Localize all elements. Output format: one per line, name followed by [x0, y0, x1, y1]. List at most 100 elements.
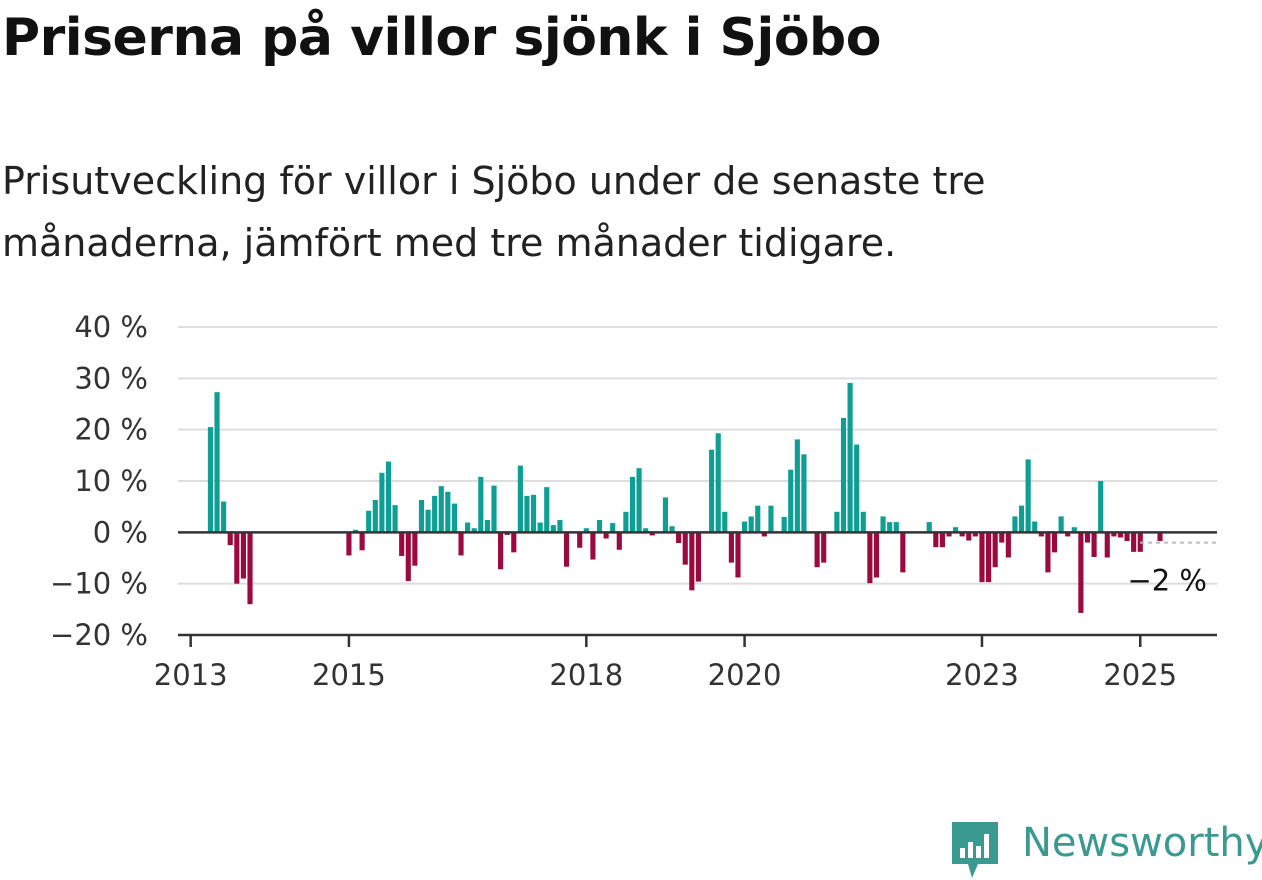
last-value-label: −2 %	[1127, 564, 1207, 598]
bar	[1005, 532, 1011, 558]
bar	[517, 465, 523, 533]
bar	[1098, 481, 1104, 533]
bar	[221, 501, 227, 533]
bar	[366, 510, 372, 533]
bar	[643, 528, 649, 533]
bar	[715, 433, 721, 533]
bar	[1071, 527, 1077, 533]
bar	[986, 532, 992, 583]
x-tick-label: 2020	[708, 658, 782, 692]
x-tick-label: 2015	[312, 658, 386, 692]
y-axis-labels: −20 % −10 % 0 % 10 % 20 % 30 % 40 %	[50, 310, 148, 652]
bar	[873, 532, 880, 578]
bar	[616, 532, 622, 550]
bar	[438, 486, 444, 533]
bar	[610, 523, 616, 533]
bar	[1045, 532, 1051, 573]
bar	[1157, 532, 1163, 542]
bar	[359, 532, 365, 551]
bar	[979, 532, 985, 583]
x-axis: 2013 2015 2018 2020 2023 2025	[154, 531, 1217, 692]
bar	[1078, 532, 1084, 613]
bar	[992, 532, 998, 568]
bar	[636, 468, 642, 533]
bar	[379, 472, 385, 533]
bar	[207, 427, 214, 533]
bar	[689, 532, 695, 591]
bar	[933, 532, 939, 548]
bar	[465, 522, 471, 533]
bar	[972, 532, 978, 537]
bar	[676, 532, 682, 544]
y-tick-label: 40 %	[74, 310, 148, 344]
bar	[1091, 532, 1097, 557]
bar	[498, 532, 504, 570]
bar	[939, 532, 945, 548]
bar	[1104, 532, 1110, 558]
bar	[722, 511, 728, 533]
bar	[1065, 532, 1071, 537]
bar	[412, 532, 418, 566]
bar	[557, 520, 563, 533]
bar	[748, 516, 754, 533]
bar	[399, 532, 405, 556]
bar	[445, 491, 451, 533]
bar	[649, 532, 655, 536]
bar	[662, 497, 669, 533]
bar	[432, 495, 438, 533]
bar	[946, 532, 952, 537]
bar	[504, 532, 510, 535]
bar	[227, 532, 233, 546]
bar	[1131, 532, 1137, 552]
bar	[491, 485, 497, 533]
bar	[768, 505, 774, 533]
bar	[1051, 532, 1058, 553]
bars	[207, 382, 1163, 613]
y-tick-label: −10 %	[50, 567, 148, 601]
bar	[814, 532, 820, 568]
bar	[603, 532, 609, 539]
bar	[563, 532, 570, 567]
bar	[214, 392, 220, 533]
bar	[1117, 532, 1124, 538]
bar	[761, 532, 767, 537]
bar	[893, 522, 899, 533]
bar-chart-speech-bubble-icon	[952, 822, 998, 878]
bar	[880, 516, 886, 533]
bar	[695, 532, 701, 582]
bar	[240, 532, 246, 579]
bar	[524, 495, 530, 533]
bar	[728, 532, 734, 563]
bar	[1032, 521, 1038, 533]
bar	[794, 439, 800, 533]
bar	[801, 454, 807, 533]
bar	[966, 532, 972, 541]
bar	[385, 461, 392, 533]
bar	[709, 449, 715, 533]
bar	[821, 532, 827, 563]
bar	[425, 509, 431, 533]
bar	[887, 522, 893, 533]
brand-name: Newsworthy	[1022, 820, 1262, 866]
x-tick-label: 2018	[549, 658, 623, 692]
annotations: −2 %	[1127, 541, 1217, 598]
page-title: Priserna på villor sjönk i Sjöbo	[2, 8, 882, 68]
bar	[346, 532, 352, 556]
bar	[755, 505, 761, 533]
bar	[1038, 532, 1044, 537]
bar	[418, 499, 425, 533]
bar	[530, 494, 537, 533]
x-tick-label: 2023	[945, 658, 1019, 692]
y-tick-label: 30 %	[74, 361, 148, 395]
bar	[742, 521, 748, 533]
bar	[900, 532, 906, 573]
bar	[847, 382, 853, 533]
bar	[550, 525, 556, 533]
y-tick-label: −20 %	[50, 618, 148, 652]
bar	[458, 532, 464, 556]
bar	[247, 532, 253, 605]
bar	[451, 503, 458, 533]
bar	[234, 532, 240, 584]
bar	[999, 532, 1005, 543]
y-tick-label: 20 %	[74, 413, 148, 447]
